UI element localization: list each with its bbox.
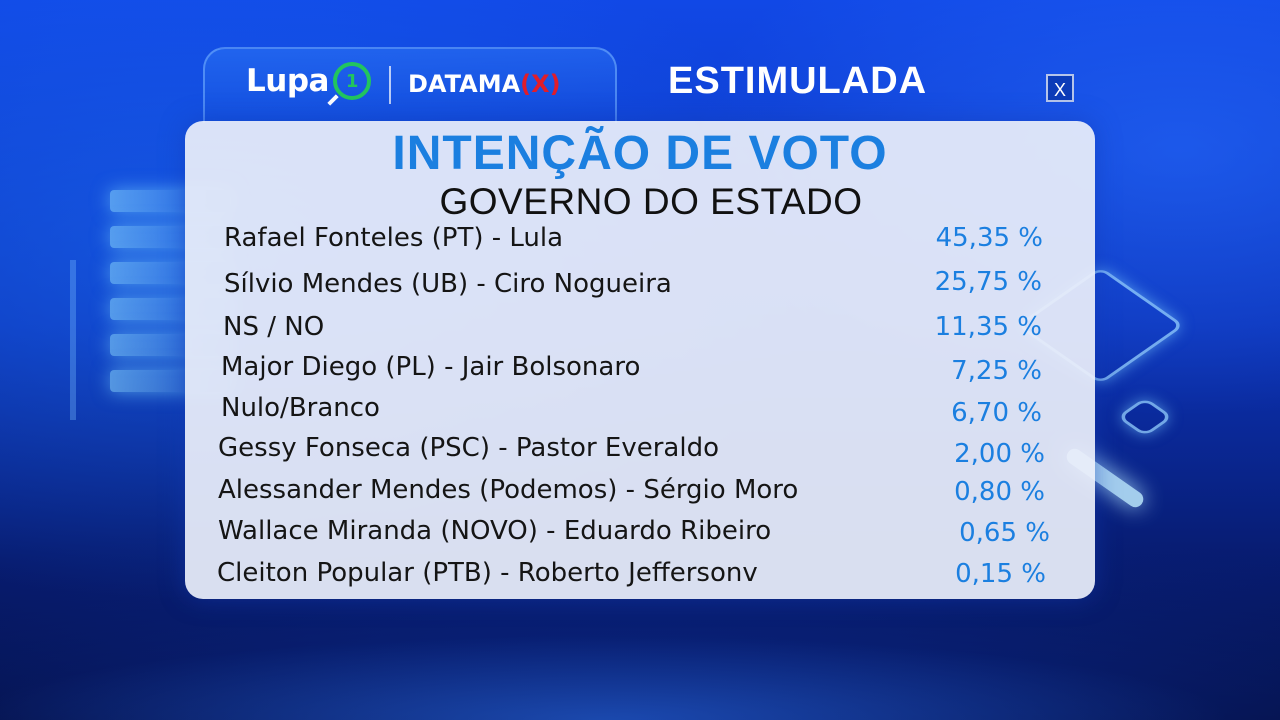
candidate-percent: 7,25 % [951,356,1042,386]
poll-row: Gessy Fonseca (PSC) - Pastor Everaldo 2,… [185,433,1095,473]
poll-row: NS / NO 11,35 % [185,312,1095,352]
candidate-percent: 25,75 % [934,267,1042,297]
tick-decor [70,260,76,420]
poll-row: Rafael Fonteles (PT) - Lula 45,35 % [185,223,1095,263]
header-title: ESTIMULADA [668,60,928,102]
poll-row: Cleiton Popular (PTB) - Roberto Jefferso… [185,558,1095,598]
candidate-name: Rafael Fonteles (PT) - Lula [224,223,564,253]
poll-card: INTENÇÃO DE VOTO GOVERNO DO ESTADO Rafae… [185,121,1095,599]
candidate-name: Major Diego (PL) - Jair Bolsonaro [221,352,641,382]
candidate-name: Sílvio Mendes (UB) - Ciro Nogueira [224,269,672,299]
close-button[interactable]: X [1046,74,1074,102]
datamax-logo-x: (X) [520,70,561,98]
poll-row: Wallace Miranda (NOVO) - Eduardo Ribeiro… [185,516,1095,556]
lupa-badge: 1 [345,70,359,92]
lupa-logo-text: Lupa [246,63,329,99]
poll-row: Nulo/Branco 6,70 % [185,393,1095,433]
logo-tab [203,47,617,123]
lupa-logo: Lupa 1 [246,62,371,100]
candidate-percent: 0,80 % [954,477,1045,507]
candidate-name: NS / NO [223,312,325,342]
card-subtitle: GOVERNO DO ESTADO [439,181,863,222]
candidate-percent: 2,00 % [954,439,1045,469]
card-title: INTENÇÃO DE VOTO [392,127,888,180]
candidate-percent: 11,35 % [934,312,1042,342]
poll-row: Major Diego (PL) - Jair Bolsonaro 7,25 % [185,352,1095,392]
candidate-name: Nulo/Branco [221,393,380,423]
diamond-decor-small [1116,397,1174,437]
candidate-percent: 45,35 % [935,223,1043,253]
logo-divider [389,66,391,104]
candidate-name: Alessander Mendes (Podemos) - Sérgio Mor… [218,475,799,505]
poll-row: Sílvio Mendes (UB) - Ciro Nogueira 25,75… [185,267,1095,307]
poll-row: Alessander Mendes (Podemos) - Sérgio Mor… [185,475,1095,515]
candidate-name: Cleiton Popular (PTB) - Roberto Jefferso… [217,558,758,588]
datamax-logo-text: DATAMA [408,70,521,98]
candidate-name: Gessy Fonseca (PSC) - Pastor Everaldo [218,433,719,463]
candidate-percent: 0,15 % [955,559,1046,589]
candidate-percent: 6,70 % [951,398,1042,428]
candidate-name: Wallace Miranda (NOVO) - Eduardo Ribeiro [218,516,772,546]
datamax-logo: DATAMA(X) [408,70,561,98]
candidate-percent: 0,65 % [959,518,1050,548]
magnifier-icon: 1 [332,62,371,100]
